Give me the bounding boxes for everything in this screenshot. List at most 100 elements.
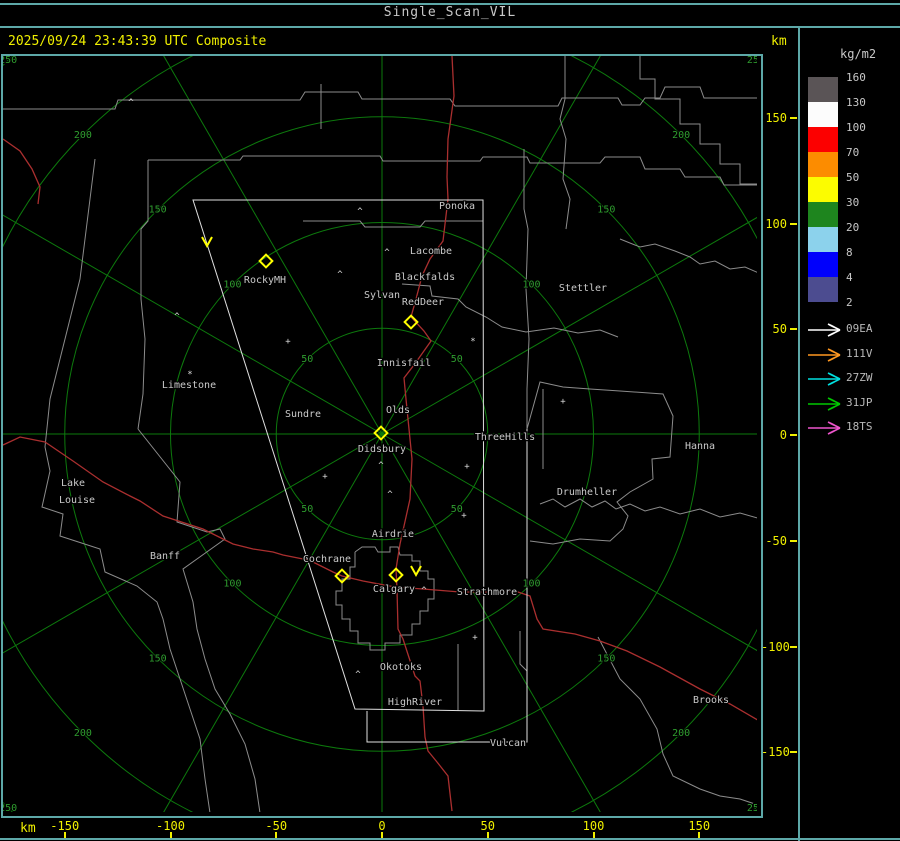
scale-value-label: 100	[846, 121, 866, 134]
county-boundary-line	[597, 636, 757, 806]
town-symbol-plus: +	[461, 511, 467, 521]
bottom-axis-tick-mark	[381, 832, 383, 838]
town-symbol-caret: ^	[421, 586, 427, 596]
city-label: Stettler	[559, 283, 607, 294]
city-marker-diamond	[403, 314, 419, 330]
town-symbol-caret: ^	[128, 98, 134, 108]
azimuth-spoke	[3, 433, 383, 654]
range-ring	[64, 116, 700, 752]
scale-value-label: 20	[846, 221, 860, 234]
city-label: Lake	[61, 478, 85, 489]
bottom-axis-tick-mark	[486, 832, 489, 838]
city-marker-diamond	[388, 567, 404, 583]
city-label: Ponoka	[439, 201, 475, 212]
scale-value-label: 4	[846, 271, 853, 284]
county-boundary-line	[523, 149, 530, 429]
bottom-axis-tick-mark	[169, 832, 172, 838]
town-symbol-plus: +	[472, 633, 478, 643]
color-swatch	[808, 277, 838, 302]
city-label: Vulcan	[490, 738, 526, 749]
city-label: Olds	[386, 405, 410, 416]
county-boundary-line	[148, 155, 757, 186]
range-ring-label: 200	[74, 728, 92, 739]
bottom-axis-tick-mark	[275, 832, 278, 838]
highway-line	[395, 56, 455, 812]
site-arrow-icon	[806, 420, 844, 439]
city-label: RockyMH	[244, 275, 286, 286]
city-label: Hanna	[685, 441, 715, 452]
bottom-axis-tick-label: -150	[50, 819, 80, 833]
right-axis-tick-mark	[790, 222, 797, 225]
bottom-axis-tick-label: 50	[480, 819, 495, 833]
right-axis-tick-label: -50	[765, 533, 787, 548]
range-ring-label: 100	[223, 579, 241, 590]
range-ring-label: 250	[747, 803, 757, 812]
color-swatch	[808, 202, 838, 227]
town-symbol-caret: ^	[174, 312, 180, 322]
right-axis-tick-label: 0	[779, 428, 787, 442]
scan-timestamp: 2025/09/24 23:43:39 UTC Composite	[8, 34, 267, 49]
azimuth-spoke	[163, 433, 383, 812]
city-label: RedDeer	[402, 297, 444, 308]
scale-value-label: 50	[846, 171, 860, 184]
color-swatch	[808, 77, 838, 102]
site-id-label: 27ZW	[846, 371, 873, 384]
county-boundary-line	[519, 631, 528, 704]
azimuth-spoke	[163, 56, 383, 435]
scale-value-label: 160	[846, 71, 866, 84]
town-symbol-plus: +	[322, 472, 328, 482]
county-boundary-line	[639, 56, 757, 185]
frame-line-top	[0, 3, 900, 5]
county-boundary-line	[559, 56, 571, 230]
legend-divider	[798, 26, 800, 841]
color-swatch	[808, 127, 838, 152]
title-bar: Single_Scan_VIL	[0, 5, 900, 25]
county-boundary-line	[3, 86, 757, 110]
right-axis-tick-mark	[790, 751, 797, 754]
city-label: Sylvan	[364, 290, 400, 301]
city-label: Airdrie	[372, 529, 414, 540]
right-axis-tick-mark	[790, 328, 797, 331]
site-arrow-icon	[806, 347, 844, 366]
city-label: Louise	[59, 495, 95, 506]
right-axis-tick-mark	[790, 645, 797, 648]
highway-line	[3, 436, 757, 721]
county-boundary-line	[41, 158, 211, 812]
frame-line-under-title	[0, 26, 900, 28]
city-marker-diamond	[334, 568, 350, 584]
city-label: Drumheller	[557, 487, 617, 498]
azimuth-spoke	[3, 214, 383, 435]
range-ring	[275, 327, 489, 541]
city-label: Limestone	[162, 380, 216, 391]
county-boundary-line	[526, 381, 674, 545]
city-label: Brooks	[693, 695, 729, 706]
scan-footprint-outline	[366, 429, 528, 743]
bottom-axis-tick-mark	[698, 832, 701, 838]
range-ring-label: 200	[74, 130, 92, 141]
bottom-axis-tick-label: 150	[688, 819, 711, 833]
legend-unit-label: kg/m2	[840, 47, 877, 61]
page-title: Single_Scan_VIL	[383, 5, 517, 20]
scale-value-label: 130	[846, 96, 866, 109]
county-boundary-line	[619, 238, 757, 273]
county-boundary-line	[401, 283, 619, 338]
color-swatch	[808, 252, 838, 277]
radar-map-viewport[interactable]: 50 50 50 50 100 100 100 100 150 150 150 150 200 200 20…	[3, 56, 757, 812]
range-ring-label: 50	[301, 504, 313, 515]
bottom-axis-tick-label: 0	[378, 819, 386, 833]
right-axis-tick-label: 150	[765, 110, 787, 125]
city-marker-diamond	[373, 425, 389, 441]
range-ring-label: 100	[523, 279, 541, 290]
town-symbol-caret: ^	[355, 670, 361, 680]
azimuth-spoke	[381, 433, 757, 652]
range-ring-label: 150	[149, 205, 167, 216]
site-arrow-icon	[806, 371, 844, 390]
right-axis-tick-label: -150	[761, 745, 790, 760]
city-label: HighRiver	[388, 697, 442, 708]
range-ring-label: 150	[149, 653, 167, 664]
range-ring-label: 50	[301, 354, 313, 365]
highway-line	[3, 138, 41, 205]
right-axis-tick-label: 100	[765, 216, 787, 231]
site-id-label: 111V	[846, 347, 873, 360]
